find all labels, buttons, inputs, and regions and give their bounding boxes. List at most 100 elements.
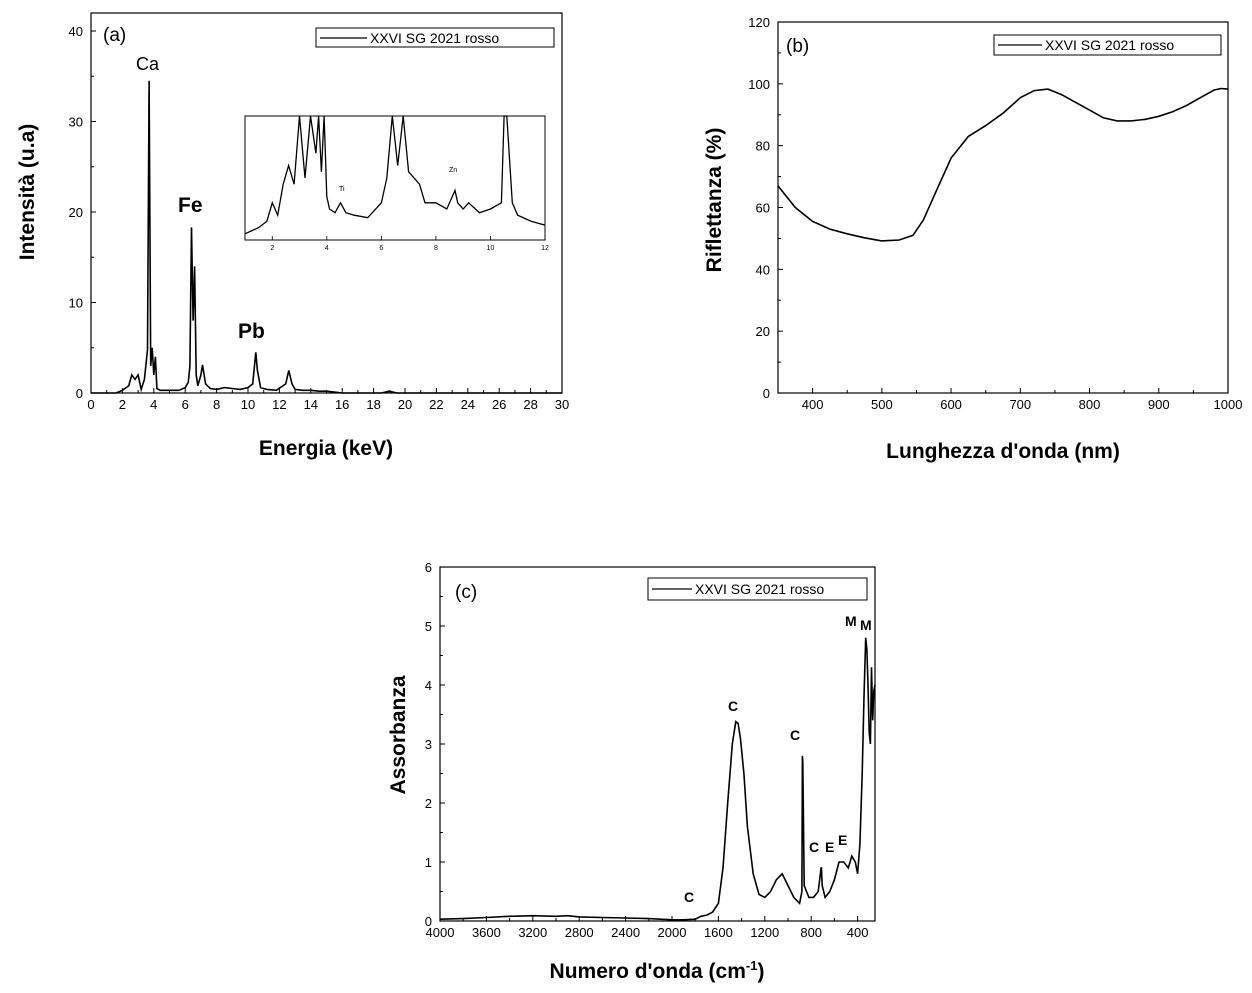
panel-c-peak-label-m-2: M <box>860 617 872 633</box>
panel-c-peak-label-c-2: C <box>728 698 738 714</box>
panel-b-y-ticks: 0 20 40 60 80 100 120 <box>748 15 783 401</box>
panel-a-legend-label: XXVI SG 2021 rosso <box>370 30 499 46</box>
panel-a-inset-label-zn: Zn <box>449 167 457 174</box>
panel-c-x-tick-label: 400 <box>847 925 869 940</box>
panel-b-x-tick-label: 600 <box>940 397 962 412</box>
panel-c-tag: (c) <box>455 582 477 603</box>
panel-a-y-tick-label: 10 <box>69 296 83 311</box>
panel-a-inset-x-ticks: 2 4 6 8 10 12 <box>270 236 549 252</box>
panel-c-y-tick-label: 6 <box>425 560 432 575</box>
panel-a-inset-frame-bg <box>245 116 545 240</box>
panel-b-y-tick-label: 40 <box>756 262 770 277</box>
panel-a-peak-label-fe: Fe <box>178 194 203 217</box>
panel-b-y-tick-label: 100 <box>748 77 770 92</box>
panel-b-y-tick-label: 60 <box>756 201 770 216</box>
panel-c-peak-label-c-3: C <box>790 727 800 743</box>
panel-c-x-ticks: 4000 3600 3200 2800 2400 2000 1600 1200 800 400 <box>426 916 869 940</box>
panel-c-absorbance-line <box>439 637 876 921</box>
panel-a-x-axis-title: Energia (keV) <box>259 437 393 460</box>
panel-b-reflectance-spectrum: 400 500 600 700 800 900 1000 0 20 40 60 80 100 120 (… <box>703 15 1242 463</box>
panel-a-x-tick-label: 20 <box>398 397 412 412</box>
panel-b-x-tick-label: 700 <box>1009 397 1031 412</box>
panel-a-legend-box <box>315 27 555 48</box>
panel-c-x-tick-label: 1600 <box>704 925 733 940</box>
panel-b-x-tick-label: 1000 <box>1214 397 1243 412</box>
panel-c-legend-box <box>647 577 868 601</box>
panel-a-inset-x-tick-label: 12 <box>541 245 549 252</box>
panel-a-inset-x-tick-label: 10 <box>487 245 495 252</box>
panel-c-x-tick-label: 4000 <box>426 925 455 940</box>
panel-b-tag: (b) <box>786 36 809 57</box>
panel-a-spectrum-line <box>91 80 562 394</box>
panel-c-x-axis-title: Numero d'onda (cm-1) <box>550 958 765 983</box>
panel-a-inset-x-tick-label: 6 <box>379 245 383 252</box>
panel-a-x-tick-label: 24 <box>461 397 475 412</box>
panel-c-ftir-spectrum: 4000 3600 3200 2800 2400 2000 1600 1200 800 400 0… <box>387 560 876 983</box>
panel-c-x-tick-label: 2400 <box>611 925 640 940</box>
panel-a-inset: 2 4 6 8 10 12 Ti Zn <box>244 115 549 252</box>
panel-a-inset-x-tick-label: 4 <box>325 245 329 252</box>
panel-c-peak-label-c-1: C <box>684 889 694 905</box>
panel-a-y-tick-label: 0 <box>76 386 83 401</box>
panel-c-y-tick-label: 5 <box>425 619 432 634</box>
panel-a-x-tick-label: 14 <box>304 397 318 412</box>
panel-a-x-tick-label: 26 <box>492 397 506 412</box>
panel-c-y-tick-label: 2 <box>425 796 432 811</box>
panel-c-peak-label-e-1: E <box>825 839 834 855</box>
panel-a-x-tick-label: 12 <box>272 397 286 412</box>
panel-b-x-axis-title: Lunghezza d'onda (nm) <box>886 440 1120 463</box>
panel-a-x-ticks: 0 2 4 6 8 10 12 14 16 18 20 22 24 26 28 30 <box>87 388 569 412</box>
panel-c-x-tick-label: 800 <box>800 925 822 940</box>
panel-c-x-tick-label: 3200 <box>518 925 547 940</box>
panel-a-x-tick-label: 0 <box>87 397 94 412</box>
panel-a-y-tick-label: 30 <box>69 115 83 130</box>
panel-a-x-tick-label: 6 <box>182 397 189 412</box>
panel-c-peak-label-m-1: M <box>845 613 857 629</box>
panel-c-plot-frame <box>439 566 876 922</box>
panel-a-x-tick-label: 8 <box>213 397 220 412</box>
panel-a-inset-x-tick-label: 8 <box>434 245 438 252</box>
panel-b-x-tick-label: 800 <box>1079 397 1101 412</box>
panel-a-inset-label-ti: Ti <box>339 186 345 193</box>
panel-a-inset-line <box>244 115 546 235</box>
panel-a-tag: (a) <box>103 25 126 46</box>
panel-b-y-tick-label: 20 <box>756 324 770 339</box>
panel-b-x-tick-label: 400 <box>802 397 824 412</box>
panel-c-y-ticks: 0 1 2 3 4 5 6 <box>425 560 445 929</box>
panel-b-y-tick-label: 80 <box>756 139 770 154</box>
panel-c-y-tick-label: 3 <box>425 737 432 752</box>
panel-c-peak-label-c-4: C <box>809 839 819 855</box>
panel-a-y-tick-label: 20 <box>69 205 83 220</box>
panel-a-y-ticks: 0 10 20 30 40 <box>69 24 96 401</box>
panel-b-x-tick-label: 900 <box>1148 397 1170 412</box>
panel-a-y-tick-label: 40 <box>69 24 83 39</box>
panel-c-x-tick-label: 2000 <box>658 925 687 940</box>
panel-a-x-tick-label: 2 <box>119 397 126 412</box>
panel-b-x-tick-label: 500 <box>871 397 893 412</box>
panel-a-x-tick-label: 18 <box>366 397 380 412</box>
panel-b-x-ticks: 400 500 600 700 800 900 1000 <box>802 388 1243 412</box>
panel-a-y-axis-title: Intensità (u.a) <box>16 124 39 261</box>
panel-c-x-tick-label: 3600 <box>472 925 501 940</box>
panel-a-peak-label-pb: Pb <box>238 320 265 343</box>
panel-c-y-tick-label: 0 <box>425 914 432 929</box>
panel-a-inset-frame <box>244 115 546 241</box>
panel-b-reflectance-line <box>777 87 1229 242</box>
panel-c-x-tick-label: 1200 <box>750 925 779 940</box>
panel-a-inset-x-tick-label: 2 <box>270 245 274 252</box>
panel-b-legend-label: XXVI SG 2021 rosso <box>1045 37 1174 53</box>
panel-b-legend-box <box>993 34 1222 56</box>
panel-c-x-tick-label: 2800 <box>565 925 594 940</box>
panel-c-y-tick-label: 4 <box>425 678 432 693</box>
panel-c-y-axis-title: Assorbanza <box>387 675 410 794</box>
panel-b-y-axis-title: Riflettanza (%) <box>703 128 726 273</box>
panel-b-y-tick-label: 120 <box>748 15 770 30</box>
panel-a-x-tick-label: 4 <box>150 397 157 412</box>
panel-a-x-tick-label: 16 <box>335 397 349 412</box>
panel-a-x-tick-label: 30 <box>555 397 569 412</box>
panel-b-plot-frame <box>777 21 1229 394</box>
panel-c-legend-label: XXVI SG 2021 rosso <box>695 581 824 597</box>
panel-c-peak-label-e-2: E <box>838 832 847 848</box>
